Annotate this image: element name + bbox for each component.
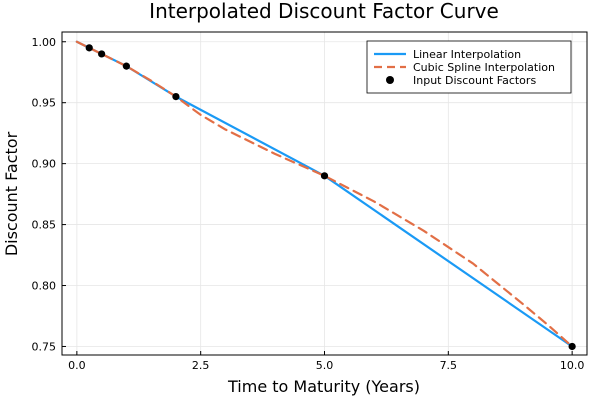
x-tick-label: 0.0 xyxy=(68,359,86,372)
chart-title: Interpolated Discount Factor Curve xyxy=(149,0,499,23)
legend: Linear Interpolation Cubic Spline Interp… xyxy=(366,40,572,94)
grid-lines xyxy=(62,32,587,355)
y-axis-label: Discount Factor xyxy=(2,131,21,256)
y-tick-label: 0.95 xyxy=(32,97,57,110)
y-tick-label: 0.75 xyxy=(32,340,57,353)
x-tick-label: 7.5 xyxy=(440,359,458,372)
x-tick-label: 5.0 xyxy=(316,359,334,372)
x-axis-label: Time to Maturity (Years) xyxy=(227,377,420,396)
legend-swatch-markers xyxy=(386,76,394,84)
y-tick-label: 0.80 xyxy=(32,280,57,293)
data-point-input-discount-factors xyxy=(568,342,576,351)
x-tick-label: 2.5 xyxy=(192,359,210,372)
data-point-input-discount-factors xyxy=(98,50,106,58)
series-line-cubic-spline-interpolation xyxy=(75,40,574,348)
y-tick-label: 0.85 xyxy=(32,219,57,232)
data-point-input-discount-factors xyxy=(172,93,180,101)
legend-label-linear: Linear Interpolation xyxy=(413,48,521,61)
x-tick-label: 10.0 xyxy=(560,359,585,372)
y-tick-label: 1.00 xyxy=(32,36,57,49)
series-layer xyxy=(75,40,576,351)
data-point-input-discount-factors xyxy=(320,172,329,180)
data-point-input-discount-factors xyxy=(85,44,93,52)
axis-ticks: 0.0 2.5 5.0 7.5 10.0 0.75 0.80 0.85 0.90 0.95 1.00 xyxy=(32,36,585,372)
y-tick-label: 0.90 xyxy=(32,158,57,171)
legend-label-spline: Cubic Spline Interpolation xyxy=(413,61,555,74)
data-point-input-discount-factors xyxy=(122,62,130,70)
legend-label-markers: Input Discount Factors xyxy=(413,74,536,87)
